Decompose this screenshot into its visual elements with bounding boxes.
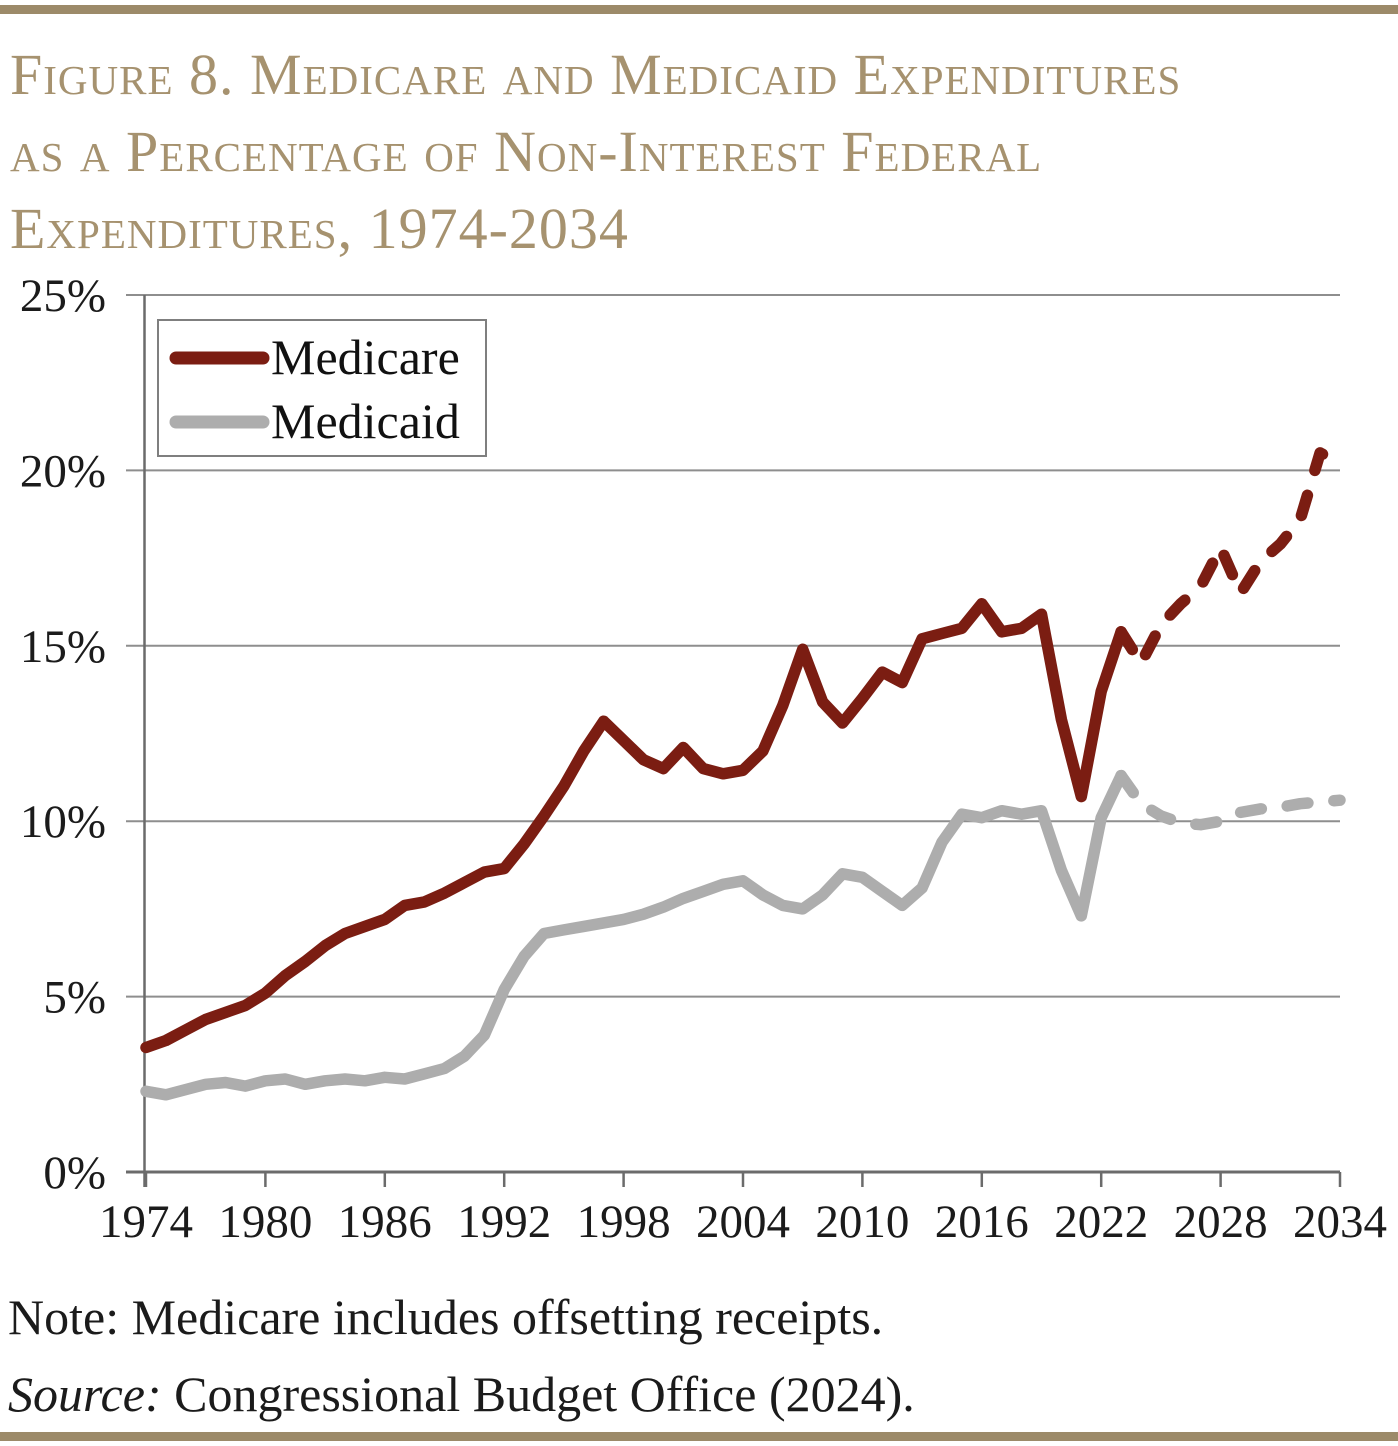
x-tick-label-1986: 1986 <box>338 1196 432 1248</box>
legend-box <box>157 319 487 457</box>
x-tick-label-1980: 1980 <box>218 1196 312 1248</box>
medicare-line-dashed <box>1115 447 1346 670</box>
y-tick-label-25: 25% <box>20 270 106 322</box>
x-tick-label-2022: 2022 <box>1054 1196 1148 1248</box>
y-tick-label-20: 20% <box>20 445 106 497</box>
source-body: Congressional Budget Office (2024). <box>161 1366 915 1422</box>
x-tick-label-2010: 2010 <box>815 1196 909 1248</box>
x-tick-label-2028: 2028 <box>1174 1196 1268 1248</box>
source-text: Source: Congressional Budget Office (202… <box>8 1365 915 1423</box>
medicare-line-solid <box>140 597 1127 1054</box>
figure-title-line-1: Figure 8. Medicare and Medicaid Expendit… <box>10 42 1182 107</box>
y-tick-label-10: 10% <box>20 796 106 848</box>
x-tick-label-2034: 2034 <box>1293 1196 1387 1248</box>
medicaid-line-dashed <box>1115 769 1346 831</box>
bottom-accent-bar <box>0 1432 1398 1441</box>
medicaid-line-solid <box>140 769 1127 1101</box>
x-tick-label-2016: 2016 <box>935 1196 1029 1248</box>
source-label: Source: <box>8 1366 162 1422</box>
y-tick-label-5: 5% <box>43 972 106 1024</box>
x-tick-label-1974: 1974 <box>99 1196 193 1248</box>
x-tick-label-2004: 2004 <box>696 1196 790 1248</box>
x-tick-label-1998: 1998 <box>577 1196 671 1248</box>
figure-title: Figure 8. Medicare and Medicaid Expendit… <box>10 36 1181 267</box>
y-tick-label-0: 0% <box>43 1147 106 1199</box>
x-tick-label-1992: 1992 <box>457 1196 551 1248</box>
note-text: Note: Medicare includes offsetting recei… <box>8 1289 884 1345</box>
y-tick-label-15: 15% <box>20 621 106 673</box>
legend-label-medicaid: Medicaid <box>271 393 460 449</box>
legend-label-medicare: Medicare <box>271 329 460 385</box>
figure-title-line-3: Expenditures, 1974-2034 <box>10 196 629 261</box>
top-accent-bar <box>0 5 1398 14</box>
figure-title-line-2: as a Percentage of Non-Interest Federal <box>10 119 1043 184</box>
